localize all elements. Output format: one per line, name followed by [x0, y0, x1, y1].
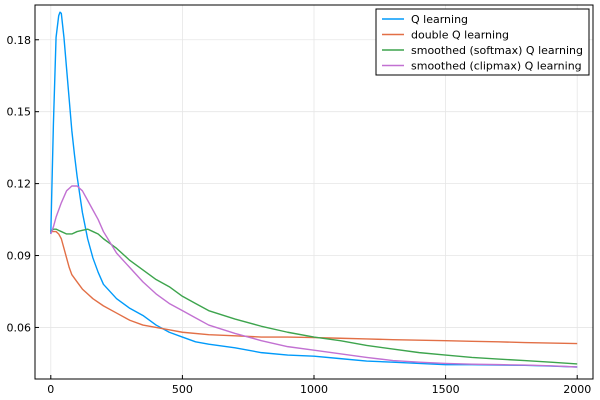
- legend: Q learning double Q learning smoothed (sof…: [375, 8, 590, 76]
- y-axis: 0.06 0.09 0.12 0.15 0.18: [7, 34, 39, 334]
- series-line-4: [50, 185, 578, 368]
- series-line-1: [50, 11, 578, 368]
- x-axis: 0 500 1000 1500 2000: [47, 375, 591, 396]
- legend-label-1: Q learning: [411, 13, 468, 26]
- x-tick-label: 1000: [300, 383, 328, 396]
- y-tick-label: 0.15: [7, 106, 32, 119]
- legend-label-3: smoothed (softmax) Q learning: [411, 44, 583, 57]
- series-line-3: [50, 228, 578, 365]
- x-tick-label: 0: [47, 383, 54, 396]
- legend-box: [375, 8, 590, 76]
- y-tick-label: 0.12: [7, 178, 32, 191]
- x-tick-label: 2000: [563, 383, 591, 396]
- legend-label-4: smoothed (clipmax) Q learning: [411, 60, 582, 73]
- x-tick-label: 500: [172, 383, 193, 396]
- legend-label-2: double Q learning: [411, 29, 509, 42]
- series-line-2: [50, 230, 578, 345]
- y-tick-label: 0.18: [7, 34, 32, 47]
- series-lines: [50, 11, 578, 368]
- x-tick-label: 1500: [432, 383, 460, 396]
- y-tick-label: 0.09: [7, 250, 32, 263]
- y-tick-label: 0.06: [7, 321, 32, 334]
